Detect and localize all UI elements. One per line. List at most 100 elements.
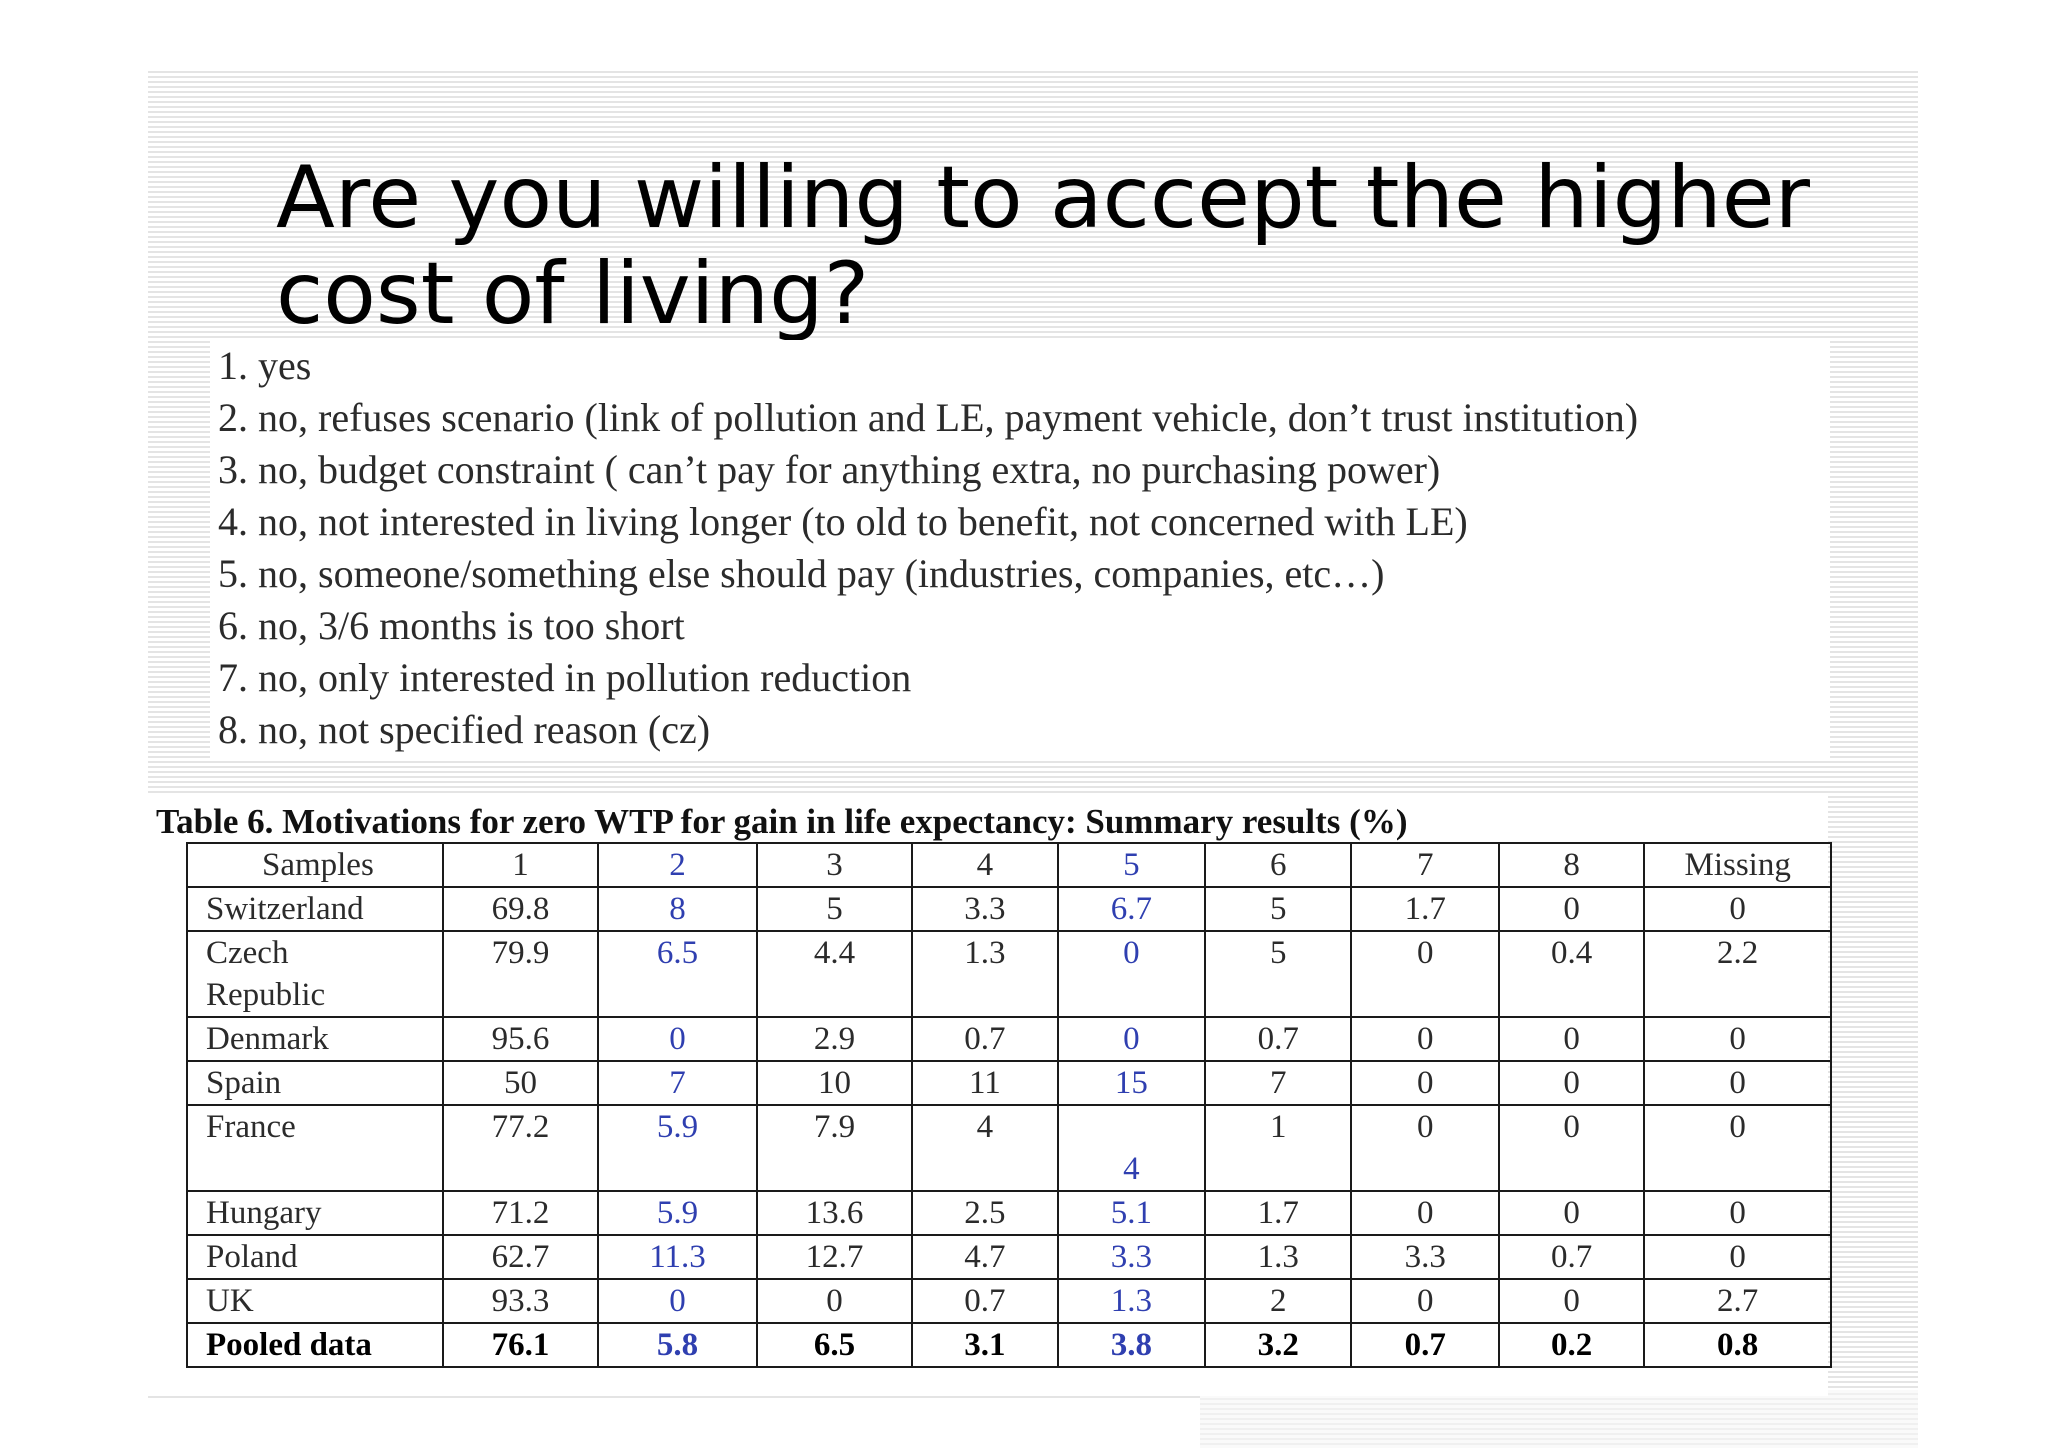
table-cell: 93.3 bbox=[441, 1278, 600, 1324]
table-cell: 1.3 bbox=[911, 930, 1059, 1018]
table-cell: 7 bbox=[1204, 1060, 1353, 1106]
table-cell: 0.7 bbox=[1350, 1322, 1500, 1368]
table-cell: 1.7 bbox=[1350, 886, 1500, 932]
table-cell: 7.9 bbox=[755, 1104, 914, 1192]
option-item: 8. no, not specified reason (cz) bbox=[218, 707, 711, 752]
table-cell: 5 bbox=[1204, 886, 1353, 932]
sample-name-line: Czech bbox=[206, 935, 289, 971]
table-cell: 76.1 bbox=[441, 1322, 600, 1368]
table-row: UK 93.3 0 0 0.7 1.3 2 0 0 2.7 bbox=[186, 1278, 1832, 1324]
table-cell: 79.9 bbox=[441, 930, 600, 1018]
option-item: 4. no, not interested in living longer (… bbox=[218, 499, 1468, 544]
sample-name: Spain bbox=[186, 1060, 444, 1106]
option-item: 5. no, someone/something else should pay… bbox=[218, 551, 1385, 596]
results-table-area: Table 6. Motivations for zero WTP for ga… bbox=[148, 796, 1832, 1396]
table-cell: 0.8 bbox=[1643, 1322, 1832, 1368]
option-item: 3. no, budget constraint ( can’t pay for… bbox=[218, 447, 1441, 492]
table-cell: 0.7 bbox=[911, 1278, 1059, 1324]
table-cell: 3.1 bbox=[911, 1322, 1059, 1368]
table-cell: 0 bbox=[1350, 930, 1500, 1018]
table-cell: 0 bbox=[1350, 1190, 1500, 1236]
table-cell: 1 bbox=[1204, 1104, 1353, 1192]
column-header: Samples bbox=[186, 842, 444, 888]
table-cell: 0 bbox=[1497, 1016, 1646, 1062]
column-header: 3 bbox=[755, 842, 914, 888]
table-cell: 0 bbox=[1350, 1060, 1500, 1106]
table-cell: 4.4 bbox=[755, 930, 914, 1018]
table-cell: 15 bbox=[1056, 1060, 1207, 1106]
table-cell: 0 bbox=[755, 1278, 914, 1324]
table-cell: 0 bbox=[1643, 1016, 1832, 1062]
column-header: 4 bbox=[911, 842, 1059, 888]
table-cell: 1.3 bbox=[1204, 1234, 1353, 1280]
table-cell: 0 bbox=[1643, 1104, 1832, 1192]
table-caption: Table 6. Motivations for zero WTP for ga… bbox=[156, 802, 1408, 841]
slide-title: Are you willing to accept the higher cos… bbox=[276, 150, 1810, 340]
table-cell: 11.3 bbox=[597, 1234, 758, 1280]
sample-name: Pooled data bbox=[186, 1322, 444, 1368]
table-header-row: Samples 1 2 3 4 5 6 7 8 Missing bbox=[186, 842, 1832, 888]
table-cell: 7 bbox=[597, 1060, 758, 1106]
table-cell: 4 bbox=[1056, 1104, 1207, 1192]
table-cell: 0 bbox=[1497, 1104, 1646, 1192]
sample-name: France bbox=[186, 1104, 444, 1192]
table-cell: 0 bbox=[597, 1016, 758, 1062]
option-item: 6. no, 3/6 months is too short bbox=[218, 603, 685, 648]
table-cell: 13.6 bbox=[755, 1190, 914, 1236]
sample-name: Hungary bbox=[186, 1190, 444, 1236]
table-cell: 5.9 bbox=[597, 1104, 758, 1192]
sample-name-line: Republic bbox=[206, 977, 326, 1013]
table-cell: 1.3 bbox=[1056, 1278, 1207, 1324]
table-cell: 71.2 bbox=[441, 1190, 600, 1236]
table-row: Denmark 95.6 0 2.9 0.7 0 0.7 0 0 0 bbox=[186, 1016, 1832, 1062]
table-cell: 62.7 bbox=[441, 1234, 600, 1280]
column-header: 7 bbox=[1350, 842, 1500, 888]
table-cell: 0 bbox=[1497, 1190, 1646, 1236]
table-cell: 2.9 bbox=[755, 1016, 914, 1062]
table-cell: 0 bbox=[1350, 1104, 1500, 1192]
table-cell: 10 bbox=[755, 1060, 914, 1106]
table-cell: 3.3 bbox=[1350, 1234, 1500, 1280]
table-cell: 5.9 bbox=[597, 1190, 758, 1236]
table-cell: 0 bbox=[1056, 1016, 1207, 1062]
table-cell: 0.7 bbox=[1204, 1016, 1353, 1062]
option-item: 7. no, only interested in pollution redu… bbox=[218, 655, 912, 700]
table-cell: 5 bbox=[755, 886, 914, 932]
table-cell: 0 bbox=[1350, 1278, 1500, 1324]
table-cell: 95.6 bbox=[441, 1016, 600, 1062]
table-cell: 1.7 bbox=[1204, 1190, 1353, 1236]
sample-name: Czech Republic bbox=[186, 930, 444, 1018]
table-cell: 0.7 bbox=[911, 1016, 1059, 1062]
column-header: 8 bbox=[1497, 842, 1646, 888]
column-header: Missing bbox=[1643, 842, 1832, 888]
table-cell: 2 bbox=[1204, 1278, 1353, 1324]
table-cell: 5.8 bbox=[597, 1322, 758, 1368]
table-cell: 3.3 bbox=[911, 886, 1059, 932]
table-cell: 2.7 bbox=[1643, 1278, 1832, 1324]
table-cell: 4.7 bbox=[911, 1234, 1059, 1280]
table-cell: 12.7 bbox=[755, 1234, 914, 1280]
table-cell: 0 bbox=[1643, 1060, 1832, 1106]
table-cell: 0.2 bbox=[1497, 1322, 1646, 1368]
table-cell: 50 bbox=[441, 1060, 600, 1106]
table-cell: 0 bbox=[1643, 886, 1832, 932]
table-cell: 8 bbox=[597, 886, 758, 932]
sample-name: Switzerland bbox=[186, 886, 444, 932]
table-row: France 77.2 5.9 7.9 4 4 1 0 0 0 bbox=[186, 1104, 1832, 1192]
sample-name: Denmark bbox=[186, 1016, 444, 1062]
table-cell: 0 bbox=[1497, 1060, 1646, 1106]
table-cell: 5 bbox=[1204, 930, 1353, 1018]
table-cell: 0 bbox=[1497, 1278, 1646, 1324]
table-cell: 0 bbox=[1497, 886, 1646, 932]
table-row: Spain 50 7 10 11 15 7 0 0 0 bbox=[186, 1060, 1832, 1106]
table-cell: 0 bbox=[1056, 930, 1207, 1018]
column-header: 1 bbox=[441, 842, 600, 888]
column-header: 6 bbox=[1204, 842, 1353, 888]
table-cell: 11 bbox=[911, 1060, 1059, 1106]
table-row: Hungary 71.2 5.9 13.6 2.5 5.1 1.7 0 0 0 bbox=[186, 1190, 1832, 1236]
option-item: 1. yes bbox=[218, 343, 312, 388]
table-cell: 0.4 bbox=[1497, 930, 1646, 1018]
table-cell: 3.3 bbox=[1056, 1234, 1207, 1280]
table-cell: 4 bbox=[911, 1104, 1059, 1192]
table-row: Poland 62.7 11.3 12.7 4.7 3.3 1.3 3.3 0.… bbox=[186, 1234, 1832, 1280]
